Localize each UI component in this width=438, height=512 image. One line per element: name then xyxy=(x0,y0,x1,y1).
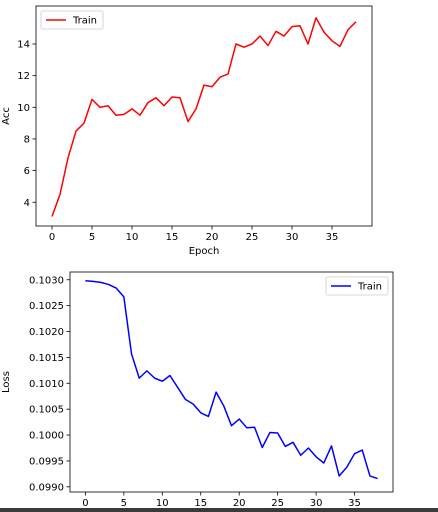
acc-y-tick-label: 12 xyxy=(17,71,30,82)
acc-x-tick-label: 25 xyxy=(246,232,259,243)
loss-y-tick-label: 0.1015 xyxy=(29,353,64,364)
loss-x-tick-label: 15 xyxy=(194,498,207,509)
loss-x-tick-label: 5 xyxy=(121,498,127,509)
loss-x-tick-label: 25 xyxy=(271,498,284,509)
loss-series-line-train xyxy=(85,280,378,480)
acc-x-axis-label: Epoch xyxy=(189,246,220,257)
loss-y-axis-label: Loss xyxy=(1,371,12,393)
loss-y-tick-label: 0.1020 xyxy=(29,327,64,338)
loss-y-tick-label: 0.1010 xyxy=(29,379,64,390)
acc-y-axis-label: Acc xyxy=(1,107,12,125)
loss-y-tick-label: 0.1000 xyxy=(29,431,64,442)
loss-x-tick-label: 10 xyxy=(156,498,169,509)
acc-x-tick-label: 20 xyxy=(206,232,219,243)
acc-x-tick-label: 30 xyxy=(286,232,299,243)
acc-y-tick-label: 8 xyxy=(24,134,30,145)
acc-x-tick-label: 10 xyxy=(126,232,139,243)
acc-y-tick-label: 6 xyxy=(24,166,30,177)
accuracy-chart: 0 5 10 15 20 25 30 35 4 6 8 10 12 14 Epoch Acc Train xyxy=(1,5,373,257)
loss-legend-label: Train xyxy=(357,282,382,293)
window-bottom-edge xyxy=(0,508,438,512)
acc-series-line-train xyxy=(51,17,357,217)
acc-axes-frame xyxy=(35,5,373,227)
loss-y-tick-label: 0.1030 xyxy=(29,275,64,286)
acc-x-tick-label: 35 xyxy=(326,232,339,243)
acc-y-tick-label: 10 xyxy=(17,103,30,114)
loss-x-tick-label: 35 xyxy=(348,498,361,509)
loss-x-tick-label: 30 xyxy=(310,498,323,509)
acc-y-tick-label: 14 xyxy=(17,39,30,50)
acc-x-tick-label: 0 xyxy=(49,232,55,243)
acc-legend-box xyxy=(40,10,104,30)
acc-x-tick-label: 5 xyxy=(89,232,95,243)
loss-axes-frame xyxy=(69,271,394,493)
loss-legend-box xyxy=(325,276,389,296)
loss-y-tick-label: 0.1025 xyxy=(29,301,64,312)
loss-y-tick-label: 0.0990 xyxy=(29,482,64,493)
loss-y-tick-label: 0.1005 xyxy=(29,405,64,416)
loss-chart: 0 5 10 15 20 25 30 35 0.0990 0.0995 0.1000 0.1005 0.… xyxy=(1,271,394,509)
acc-x-tick-label: 15 xyxy=(166,232,179,243)
loss-x-tick-label: 0 xyxy=(82,498,88,509)
acc-legend-label: Train xyxy=(72,16,97,27)
loss-y-tick-label: 0.0995 xyxy=(29,456,64,467)
acc-y-tick-label: 4 xyxy=(24,198,30,209)
loss-x-tick-label: 20 xyxy=(233,498,246,509)
